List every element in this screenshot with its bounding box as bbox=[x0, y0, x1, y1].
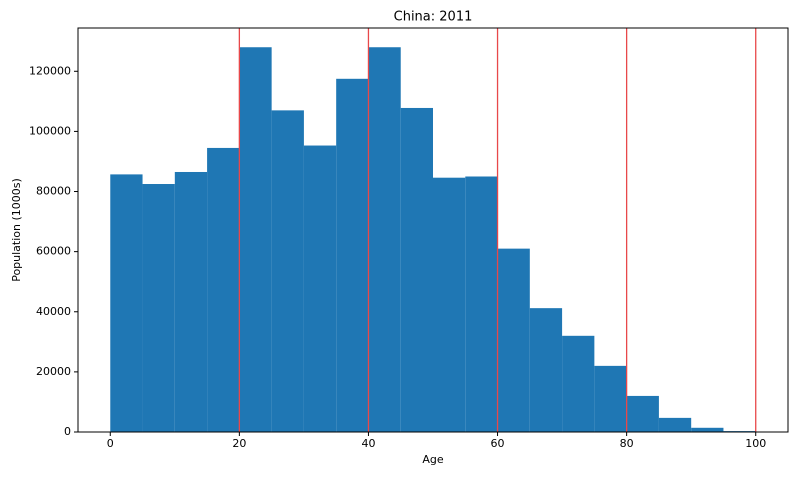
x-axis-label: Age bbox=[422, 453, 444, 466]
y-axis-label: Population (1000s) bbox=[10, 178, 23, 282]
y-tick-label: 80000 bbox=[36, 185, 71, 198]
x-tick-label: 100 bbox=[745, 437, 766, 450]
bar bbox=[626, 395, 659, 432]
bar bbox=[239, 47, 272, 432]
bar bbox=[497, 248, 530, 432]
bar bbox=[433, 177, 466, 432]
x-tick-label: 0 bbox=[107, 437, 114, 450]
bar bbox=[400, 107, 433, 432]
bar bbox=[658, 417, 692, 432]
y-tick-label: 40000 bbox=[36, 305, 71, 318]
bar bbox=[174, 171, 208, 433]
bar bbox=[529, 308, 563, 432]
x-tick-label: 60 bbox=[491, 437, 505, 450]
y-tick-label: 20000 bbox=[36, 365, 71, 378]
y-tick-label: 100000 bbox=[29, 124, 71, 137]
bar bbox=[691, 427, 724, 432]
bar bbox=[110, 174, 143, 432]
x-tick-label: 20 bbox=[232, 437, 246, 450]
bar bbox=[336, 78, 369, 432]
bar bbox=[142, 184, 175, 432]
bar bbox=[562, 335, 595, 432]
chart-title: China: 2011 bbox=[394, 10, 473, 25]
plot-frame bbox=[77, 27, 789, 433]
bar bbox=[594, 365, 627, 432]
x-tick-label: 40 bbox=[361, 437, 375, 450]
bar bbox=[207, 147, 240, 432]
y-tick-label: 120000 bbox=[29, 64, 71, 77]
bar bbox=[303, 145, 337, 432]
x-tick-label: 80 bbox=[620, 437, 634, 450]
bar bbox=[271, 110, 304, 432]
bar bbox=[368, 47, 401, 432]
y-tick-label: 0 bbox=[64, 425, 71, 438]
y-tick-label: 60000 bbox=[36, 245, 71, 258]
bar bbox=[465, 176, 498, 432]
